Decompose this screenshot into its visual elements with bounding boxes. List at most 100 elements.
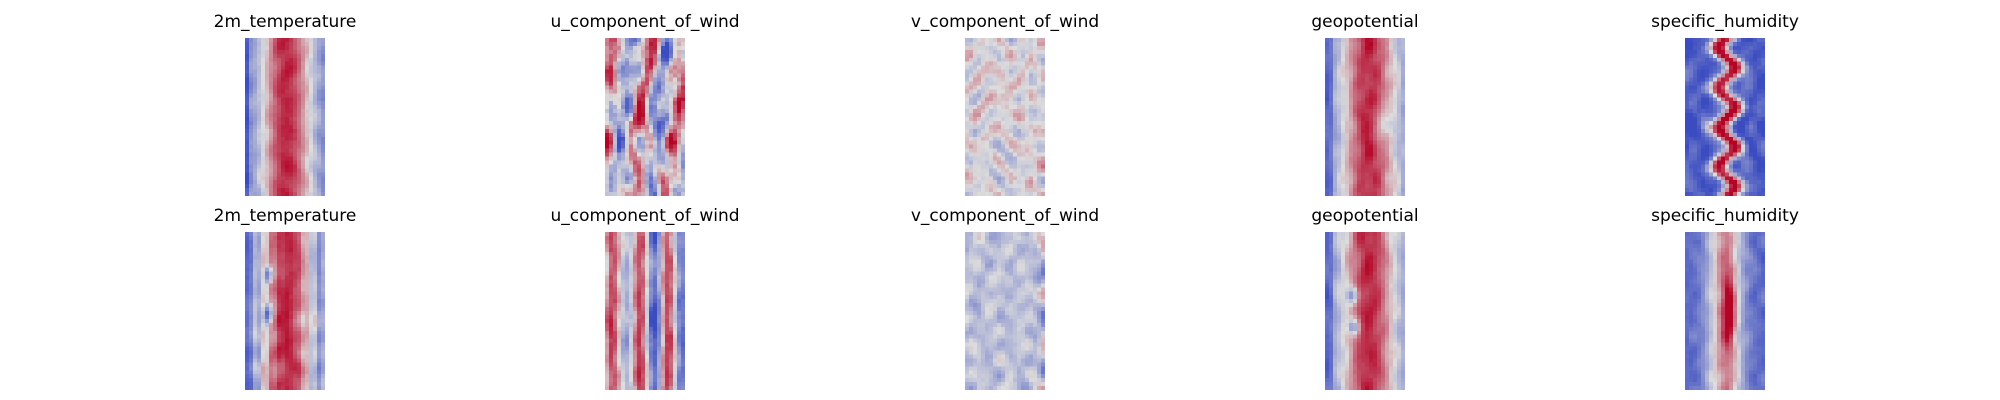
heatmap-cell [1025,41,1030,46]
heatmap-cell [309,314,314,319]
heatmap-cell [969,105,974,110]
heatmap-cell [1381,81,1386,86]
heatmap-cell [677,73,682,78]
heatmap-cell [653,251,658,256]
heatmap-cell [1013,81,1018,86]
heatmap-cell [1709,120,1714,125]
heatmap-cell [649,144,654,149]
heatmap-cell [289,314,294,319]
heatmap-cell [1685,192,1690,196]
heatmap-cell [317,342,322,347]
heatmap-cell [1033,109,1038,114]
heatmap-cell [645,239,650,244]
heatmap-cell [289,77,294,82]
heatmap-cell [1021,89,1026,94]
heatmap-cell [317,57,322,62]
heatmap-cell [305,140,310,145]
heatmap-cell [1725,160,1730,165]
heatmap-cell [645,255,650,260]
heatmap-cell [281,45,286,50]
heatmap-cell [1717,105,1722,110]
heatmap-cell [269,113,274,118]
heatmap-cell [661,45,666,50]
heatmap-cell [1349,180,1354,185]
heatmap-cell [665,81,670,86]
heatmap-cell [293,370,298,375]
heatmap-cell [309,180,314,185]
heatmap-cell [1689,101,1694,106]
heatmap-cell [661,232,666,237]
heatmap-cell [973,124,978,129]
heatmap-cell [657,259,662,264]
heatmap-cell [261,81,266,86]
heatmap-cell [301,93,306,98]
heatmap-cell [305,314,310,319]
heatmap-cell [245,318,250,323]
heatmap-cell [1005,192,1010,196]
heatmap-cell [273,73,278,78]
heatmap-cell [969,152,974,157]
heatmap-cell [1345,180,1350,185]
heatmap-cell [245,247,250,252]
heatmap-cell [1037,132,1042,137]
heatmap-cell [1705,120,1710,125]
heatmap-cell [1357,144,1362,149]
heatmap-cell [1701,81,1706,86]
heatmap-cell [253,136,258,141]
heatmap-cell [1709,105,1714,110]
heatmap-cell [1325,168,1330,173]
heatmap-cell [257,330,262,335]
heatmap-cell [1697,120,1702,125]
heatmap-cell [1021,184,1026,189]
heatmap-cell [1389,140,1394,145]
heatmap-cell [613,89,618,94]
heatmap-cell [989,45,994,50]
heatmap-cell [1377,38,1382,43]
heatmap-cell [293,287,298,292]
heatmap-cell [989,49,994,54]
heatmap-cell [293,374,298,379]
heatmap-cell [1357,101,1362,106]
heatmap-cell [1701,38,1706,43]
heatmap-cell [965,73,970,78]
heatmap-cell [637,263,642,268]
heatmap-cell [993,101,998,106]
heatmap-cell [321,378,325,383]
heatmap-cell [1345,81,1350,86]
heatmap-cell [625,235,630,240]
heatmap-cell [1713,132,1718,137]
heatmap-cell [269,271,274,276]
panel-title: v_component_of_wind [910,12,1100,32]
heatmap-cell [657,117,662,122]
heatmap-cell [1025,164,1030,169]
heatmap-cell [1701,69,1706,74]
heatmap-cell [249,124,254,129]
heatmap-cell [1025,117,1030,122]
heatmap-cell [1689,69,1694,74]
heatmap-cell [1037,45,1042,50]
heatmap-cell [1033,38,1038,43]
heatmap-cell [1717,148,1722,153]
heatmap-cell [277,136,282,141]
heatmap-cell [617,184,622,189]
heatmap-cell [1037,180,1042,185]
heatmap-cell [301,140,306,145]
heatmap-cell [1325,117,1330,122]
heatmap-cell [265,267,270,272]
heatmap-cell [301,69,306,74]
heatmap-cell [253,283,258,288]
heatmap-cell [965,65,970,70]
heatmap-cell [261,362,266,367]
heatmap-cell [973,49,978,54]
heatmap-cell [985,117,990,122]
heatmap-cell [617,164,622,169]
heatmap-cell [641,188,646,193]
heatmap-cell [1033,61,1038,66]
heatmap-cell [1697,164,1702,169]
heatmap-cell [305,295,310,300]
heatmap-cell [1705,184,1710,189]
heatmap-cell [1025,136,1030,141]
heatmap-cell [621,152,626,157]
heatmap-cell [265,283,270,288]
heatmap-cell [1017,101,1022,106]
